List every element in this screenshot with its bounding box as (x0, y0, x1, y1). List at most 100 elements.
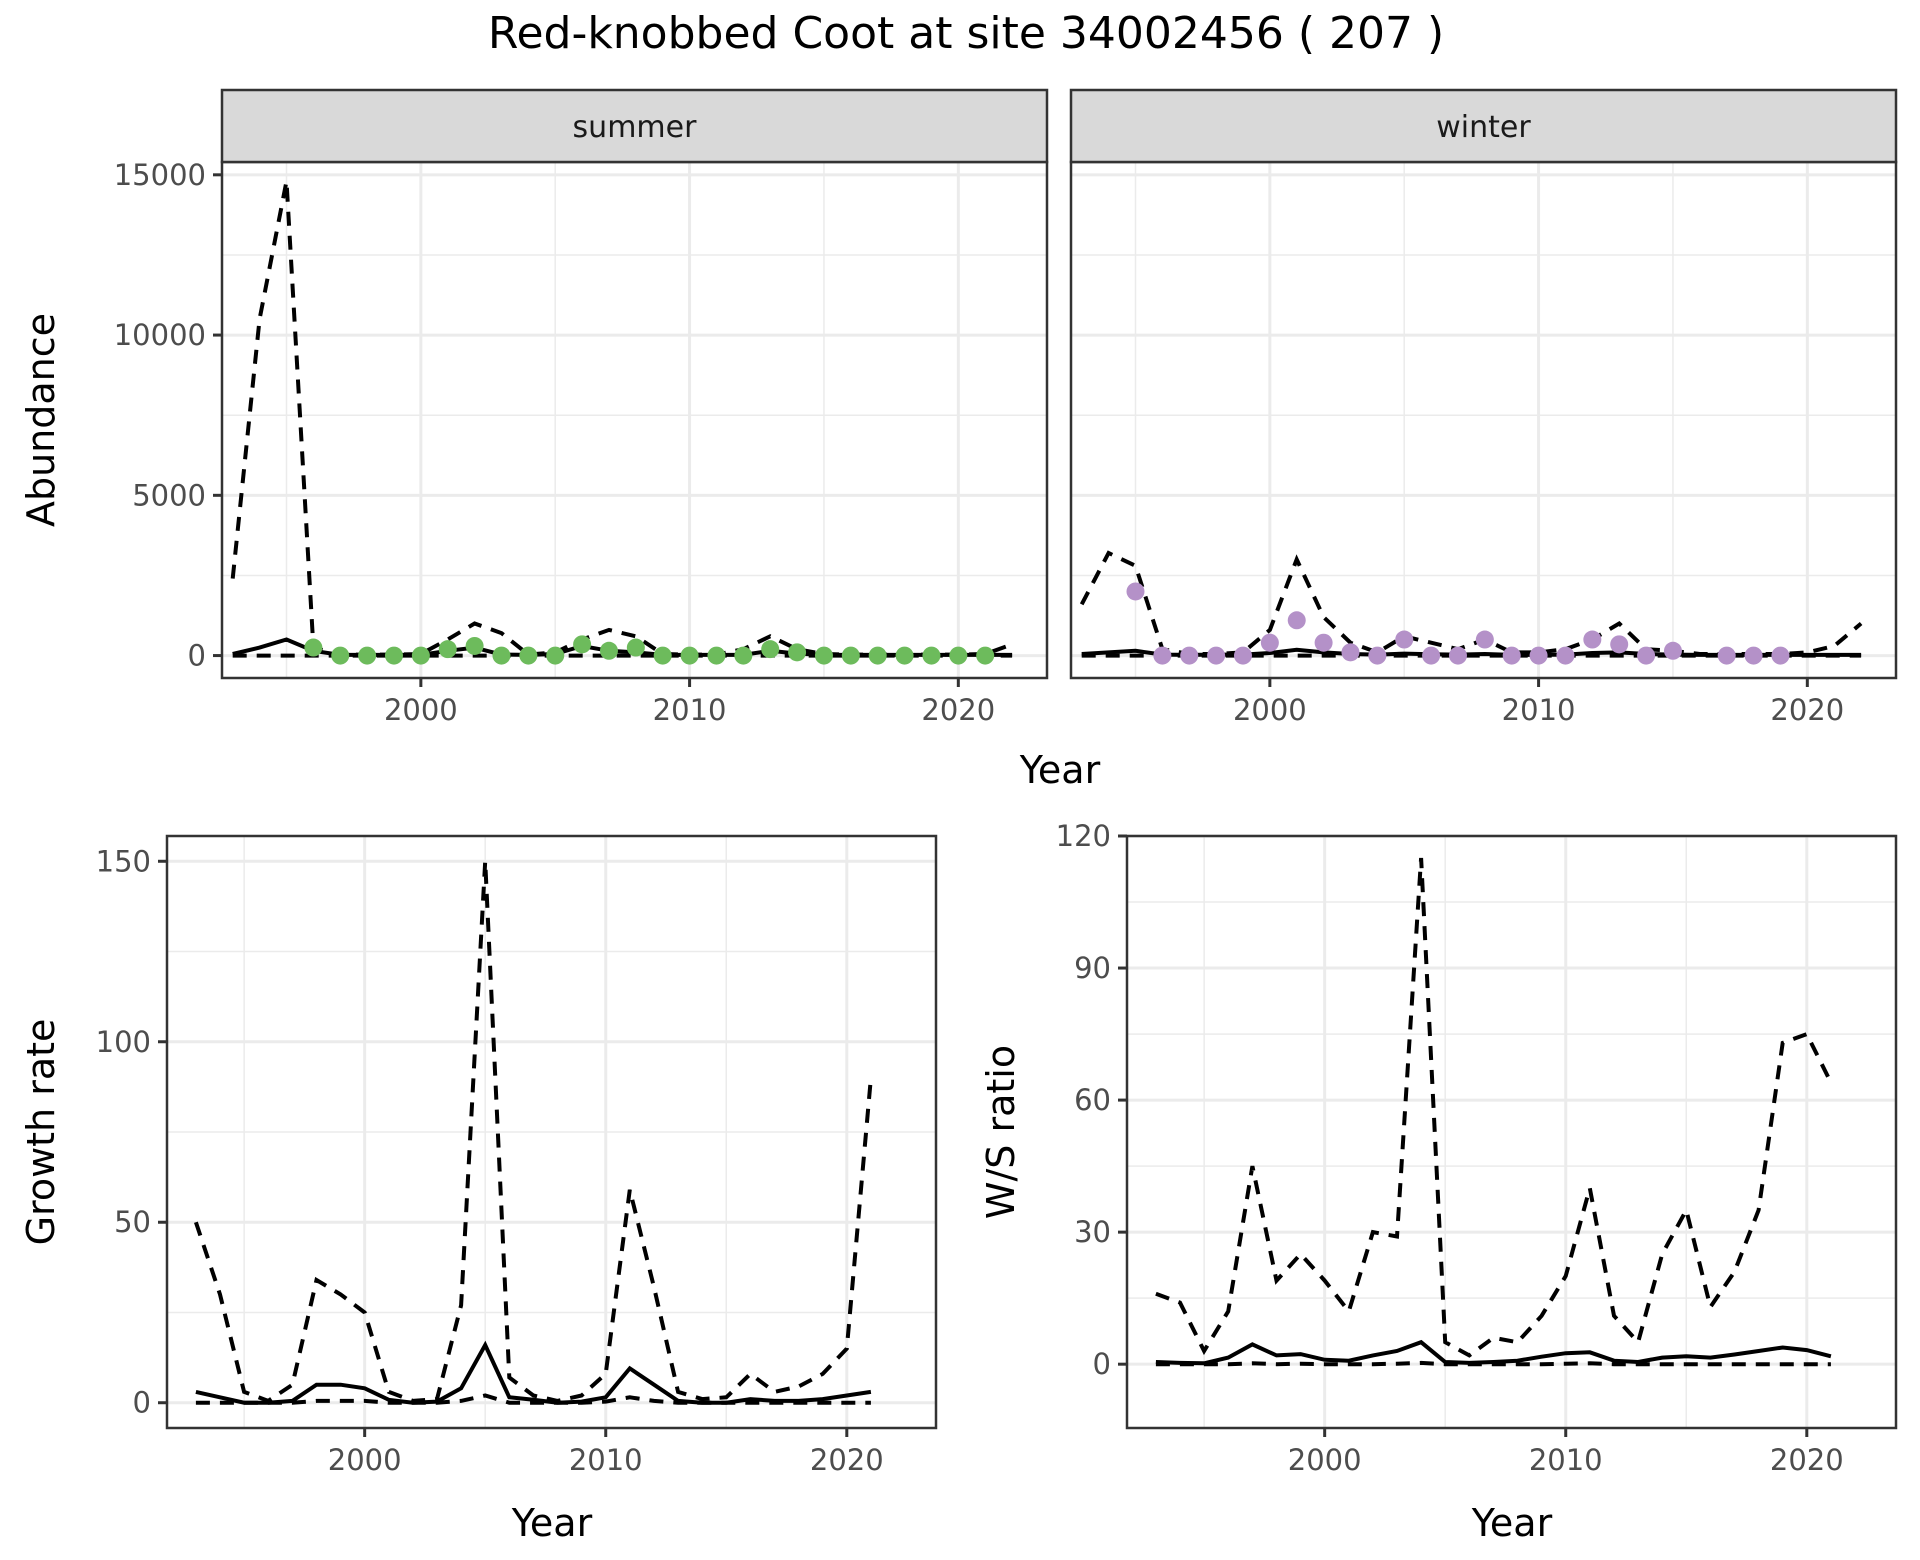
data-point (1180, 646, 1199, 665)
data-point (734, 646, 753, 665)
data-point (1260, 633, 1279, 652)
data-point (1422, 646, 1441, 665)
y-tick-label: 30 (1074, 1215, 1111, 1249)
y-tick-label: 150 (96, 844, 151, 878)
y-tick-label: 0 (1093, 1347, 1111, 1381)
y-axis-title: Growth rate (19, 1019, 63, 1246)
data-point (653, 646, 672, 665)
y-tick-label: 120 (1056, 819, 1111, 853)
data-point (438, 640, 457, 659)
data-point (949, 646, 968, 665)
x-tick-label: 2000 (1288, 1443, 1362, 1477)
y-tick-label: 0 (133, 1386, 151, 1420)
x-axis-title: Year (511, 1501, 593, 1545)
data-point (1744, 646, 1763, 665)
data-point (922, 646, 941, 665)
panel-growth: 2000 2010 2020 0 50 100 150 (96, 834, 938, 1477)
data-point (1233, 646, 1252, 665)
series-mean-line (1155, 1339, 1832, 1366)
data-point (1153, 646, 1172, 665)
data-point (761, 640, 780, 659)
data-point (358, 646, 377, 665)
panel-background (1127, 836, 1896, 1428)
data-point (1771, 646, 1790, 665)
x-tick-label: 2010 (1529, 1443, 1603, 1477)
data-point (492, 646, 511, 665)
panel-ws_ratio: 2000 2010 2020 0 30 60 90 120 (1056, 819, 1898, 1477)
y-tick-label: 5000 (132, 478, 206, 512)
series-lower-ci-line (1155, 1360, 1831, 1367)
x-tick-label: 2020 (921, 693, 995, 727)
x-tick-label: 2010 (569, 1443, 643, 1477)
data-point (1287, 611, 1306, 630)
data-point (1368, 646, 1387, 665)
y-tick-label: 15000 (114, 158, 206, 192)
data-point (1610, 635, 1629, 654)
data-point (573, 635, 592, 654)
data-point (1663, 641, 1682, 660)
y-tick-label: 0 (188, 639, 206, 673)
facet-label: winter (1436, 110, 1531, 145)
data-point (1583, 630, 1602, 649)
data-point (1637, 646, 1656, 665)
chart-title: Red-knobbed Coot at site 34002456 ( 207 … (488, 8, 1444, 59)
y-tick-label: 50 (114, 1205, 151, 1239)
data-point (599, 641, 618, 660)
x-tick-label: 2020 (1770, 1443, 1844, 1477)
series-lower-ci-line (195, 1393, 871, 1405)
data-point (680, 646, 699, 665)
data-point (331, 646, 350, 665)
panel-border (165, 834, 938, 1430)
data-point (814, 646, 833, 665)
series-upper-ci-line (1155, 857, 1833, 1358)
data-point (1475, 630, 1494, 649)
y-axis-title: Abundance (19, 313, 63, 527)
data-point (519, 646, 538, 665)
data-point (465, 636, 484, 655)
y-tick-label: 10000 (114, 318, 206, 352)
data-point (546, 646, 565, 665)
data-point (1126, 582, 1145, 601)
x-tick-label: 2000 (328, 1443, 402, 1477)
data-point (1448, 646, 1467, 665)
data-point (411, 646, 430, 665)
data-point (868, 646, 887, 665)
data-point (1207, 646, 1226, 665)
data-point (304, 638, 323, 657)
y-tick-label: 60 (1074, 1083, 1111, 1117)
series-upper-ci-line (194, 861, 873, 1404)
panel-border (1125, 834, 1898, 1430)
panel-winter: winter 2000 2010 2020 (1069, 88, 1898, 727)
data-point (707, 646, 726, 665)
y-tick-label: 100 (96, 1025, 151, 1059)
facet-label: summer (573, 110, 698, 145)
data-point (384, 646, 403, 665)
y-axis-title: W/S ratio (979, 1045, 1023, 1219)
x-tick-label: 2020 (1770, 693, 1844, 727)
facet-strip (220, 88, 1049, 164)
y-tick-label: 90 (1074, 951, 1111, 985)
data-point (1395, 630, 1414, 649)
data-point (788, 643, 807, 662)
x-tick-label: 2020 (810, 1443, 884, 1477)
panel-summer: summer 2000 2010 2020 0 5000 10000 15000 (114, 88, 1049, 727)
x-axis-title: Year (1019, 748, 1101, 792)
x-tick-label: 2000 (384, 693, 458, 727)
x-tick-label: 2000 (1233, 693, 1307, 727)
panel-background (1071, 162, 1896, 678)
data-point (1556, 646, 1575, 665)
data-point (1502, 646, 1521, 665)
x-tick-label: 2010 (653, 693, 727, 727)
data-point (841, 646, 860, 665)
x-axis-title: Year (1471, 1501, 1553, 1545)
series-mean-line (195, 1340, 872, 1405)
data-point (895, 646, 914, 665)
data-point (1314, 633, 1333, 652)
panel-background (222, 162, 1047, 678)
data-point (1529, 646, 1548, 665)
facet-strip (1069, 88, 1898, 164)
data-point (1341, 643, 1360, 662)
data-point (976, 646, 995, 665)
data-point (1717, 646, 1736, 665)
